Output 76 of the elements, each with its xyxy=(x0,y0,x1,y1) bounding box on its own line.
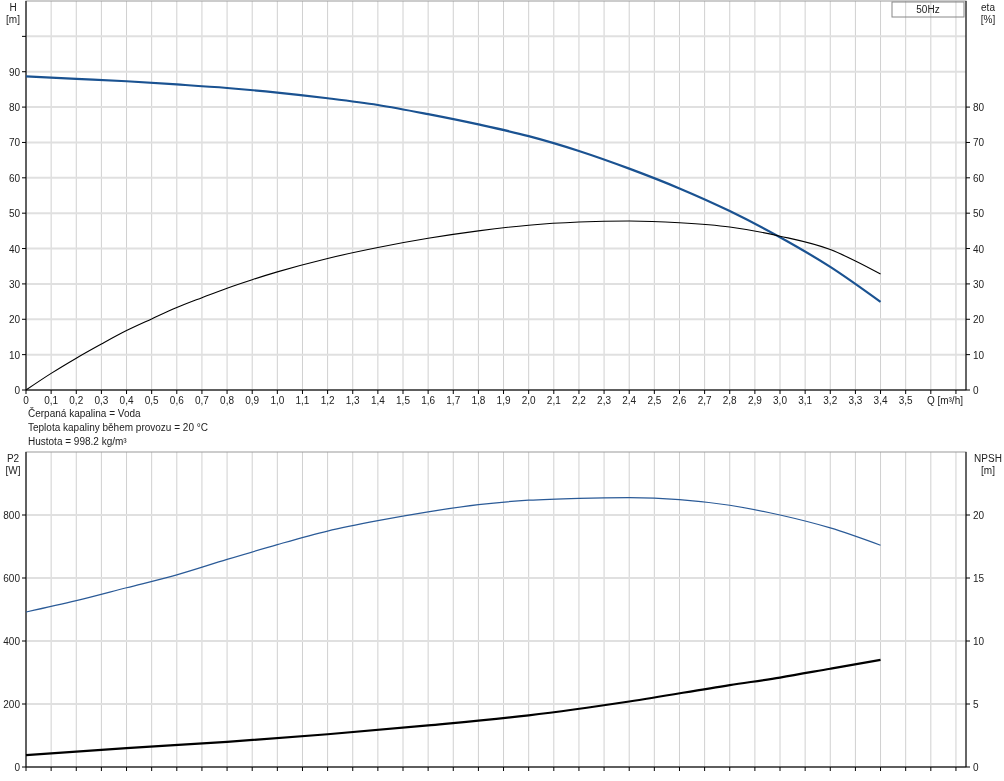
x-tick-label: 0,2 xyxy=(69,395,84,406)
y2-tick-label: 70 xyxy=(973,137,985,149)
line-series xyxy=(25,497,882,613)
y-tick-label: 800 xyxy=(3,510,21,521)
x-tick-label: 2,1 xyxy=(546,395,562,406)
y2-tick-label: 50 xyxy=(973,208,985,220)
x-axis-title: Q [m³/h] xyxy=(926,395,964,406)
y-tick-label: 10 xyxy=(8,349,21,361)
x-tick-label: 1,1 xyxy=(295,395,310,406)
x-tick-label: 2,8 xyxy=(722,395,738,406)
y2-tick-label: 30 xyxy=(973,278,985,290)
x-tick-label: 2,3 xyxy=(597,395,612,406)
y2-tick-label: 10 xyxy=(973,636,985,647)
y-tick-label: 50 xyxy=(8,208,21,220)
annotation: 50Hz xyxy=(916,4,940,15)
x-tick-label: 0,3 xyxy=(94,395,109,406)
y2-tick-label: 20 xyxy=(973,314,985,326)
x-tick-label: 3,3 xyxy=(848,395,863,406)
x-tick-label: 3,0 xyxy=(773,395,788,406)
y2-tick-label: 40 xyxy=(973,243,985,255)
x-tick-label: 1,0 xyxy=(270,395,285,406)
text: Čerpaná kapalina = Voda xyxy=(28,407,142,419)
y2-tick-label: 15 xyxy=(973,573,985,584)
x-tick-label: 0,9 xyxy=(245,395,260,406)
x-tick-label: 1,3 xyxy=(345,395,361,406)
x-tick-label: 3,5 xyxy=(898,395,914,406)
y2-tick-label: 80 xyxy=(973,102,985,114)
x-tick-label: 3,1 xyxy=(798,395,813,406)
x-tick-label: 1,2 xyxy=(320,395,335,406)
x-tick-label: 0,6 xyxy=(169,395,185,406)
x-tick-label: 2,4 xyxy=(622,395,637,406)
x-tick-label: 2,6 xyxy=(672,395,687,406)
x-tick-label: 1,5 xyxy=(396,395,411,406)
y2-axis-title: NPSH [m] xyxy=(974,453,1002,476)
y-tick-label: 60 xyxy=(8,172,21,184)
x-tick-label: 0,4 xyxy=(119,395,134,406)
y-tick-label: 600 xyxy=(3,573,21,584)
y2-tick-label: 0 xyxy=(973,385,979,396)
x-tick-label: 3,4 xyxy=(873,395,888,406)
x-tick-label: 2,7 xyxy=(697,395,712,406)
y-tick-label: 0 xyxy=(14,762,21,773)
x-tick-label: 0,1 xyxy=(44,395,59,406)
y2-tick-label: 5 xyxy=(973,699,979,710)
y-tick-label: 70 xyxy=(8,137,21,149)
y-tick-label: 400 xyxy=(3,636,21,647)
x-tick-label: 1,9 xyxy=(496,395,511,406)
x-tick-label: 1,4 xyxy=(370,395,386,406)
y-tick-label: 90 xyxy=(8,66,21,78)
y2-tick-label: 10 xyxy=(973,349,985,361)
y-axis-title: H [m] xyxy=(6,2,21,25)
line-series xyxy=(24,75,882,304)
text: Hustota = 998.2 kg/m³ xyxy=(28,436,128,447)
y2-tick-label: 0 xyxy=(973,762,979,773)
y2-tick-label: 20 xyxy=(973,510,985,521)
text: Teplota kapaliny během provozu = 20 °C xyxy=(28,422,208,433)
x-tick-label: 0,7 xyxy=(194,395,210,406)
x-tick-label: 0,5 xyxy=(144,395,160,406)
x-tick-label: 1,8 xyxy=(471,395,486,406)
y-tick-label: 80 xyxy=(8,102,21,114)
y-tick-label: 30 xyxy=(8,278,21,290)
x-tick-label: 2,2 xyxy=(571,395,587,406)
x-tick-label: 1,6 xyxy=(421,395,436,406)
x-tick-label: 2,9 xyxy=(747,395,763,406)
x-tick-label: 0,8 xyxy=(220,395,235,406)
x-tick-label: 2,0 xyxy=(521,395,537,406)
y2-axis-title: eta [%] xyxy=(980,2,996,25)
y-tick-label: 20 xyxy=(8,314,21,326)
x-tick-label: 3,2 xyxy=(823,395,838,406)
y-tick-label: 200 xyxy=(3,699,21,710)
y-axis-title: P2 [W] xyxy=(5,453,21,476)
y-tick-label: 0 xyxy=(14,385,21,396)
x-tick-label: 0 xyxy=(23,395,30,406)
y-tick-label: 40 xyxy=(8,243,21,255)
y2-tick-label: 60 xyxy=(973,172,985,184)
x-tick-label: 2,5 xyxy=(647,395,662,406)
x-tick-label: 1,7 xyxy=(446,395,461,406)
